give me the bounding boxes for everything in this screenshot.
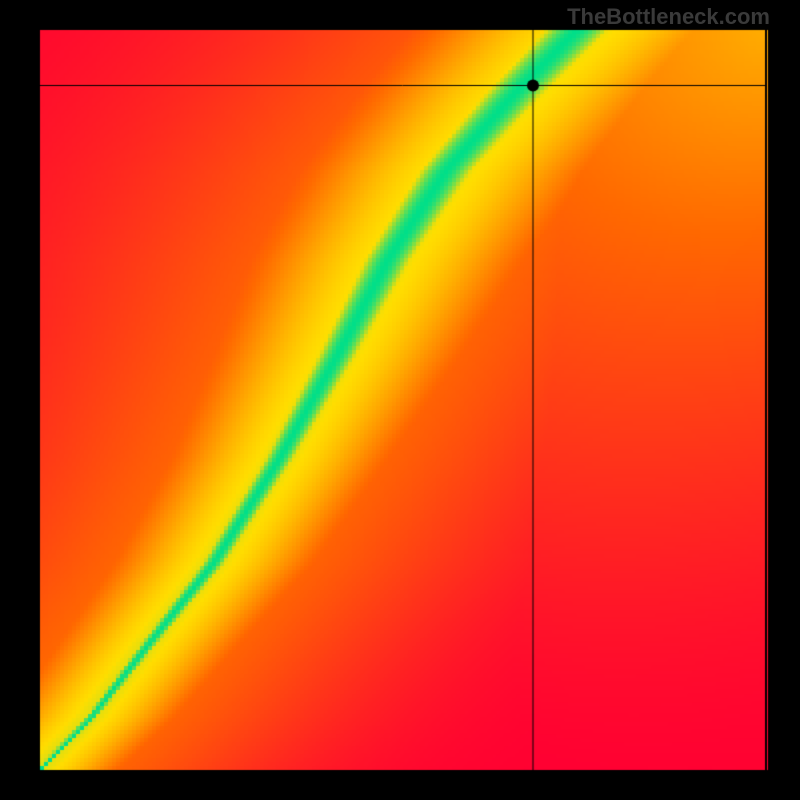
chart-container: TheBottleneck.com <box>0 0 800 800</box>
heatmap-canvas <box>0 0 800 800</box>
watermark-text: TheBottleneck.com <box>567 4 770 30</box>
